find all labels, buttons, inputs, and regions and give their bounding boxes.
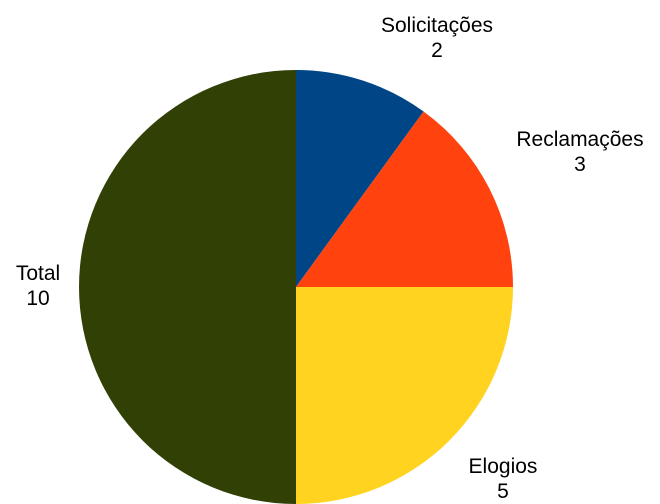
slice-value-reclamacoes: 3	[574, 153, 586, 176]
pie-slice-total	[79, 70, 296, 504]
pie-slice-reclamacoes	[296, 111, 513, 287]
slice-value-total: 10	[26, 287, 49, 310]
pie-slice-elogios	[296, 287, 513, 504]
slice-label-solicitacoes: Solicitações	[381, 14, 493, 37]
pie-slices	[79, 70, 513, 504]
slice-label-total: Total	[16, 262, 60, 285]
pie-slice-solicitacoes	[296, 70, 424, 287]
slice-value-elogios: 5	[497, 480, 509, 503]
slice-label-reclamacoes: Reclamações	[516, 128, 643, 151]
slice-label-elogios: Elogios	[469, 455, 538, 478]
slice-value-solicitacoes: 2	[431, 39, 443, 62]
